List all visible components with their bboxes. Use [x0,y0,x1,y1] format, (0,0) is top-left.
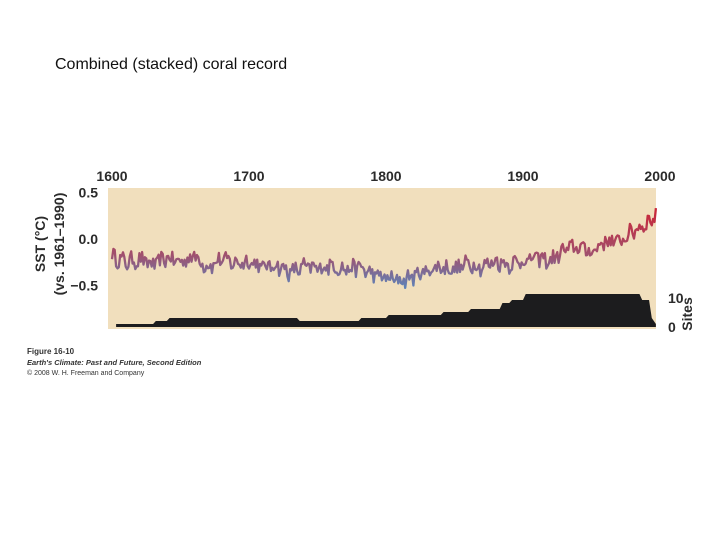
x-axis: 1600 1700 1800 1900 2000 [96,168,675,184]
slide-title: Combined (stacked) coral record [55,56,288,73]
y-axis: 0.5 0.0 −0.5 [70,185,98,294]
x-tick-label: 1900 [507,168,538,184]
y-axis-label-line: (vs. 1961–1990) [51,193,67,296]
x-tick-label: 1600 [96,168,127,184]
sites-histogram [116,294,656,327]
y-tick-label: 0.0 [79,231,99,247]
figure-number: Figure 16-10 [27,347,75,356]
figure-caption: Figure 16-10 Earth's Climate: Past and F… [27,346,201,379]
sites-axis: 10 0 Sites [668,290,695,335]
sites-tick-label: 10 [668,290,684,306]
sites-axis-label: Sites [679,297,695,331]
sst-series [110,207,658,290]
y-axis-label: SST (°C) (vs. 1961–1990) [32,193,67,296]
y-tick-label: −0.5 [70,278,98,294]
copyright: © 2008 W. H. Freeman and Company [27,370,145,377]
sst-line [110,207,658,290]
x-tick-label: 2000 [644,168,675,184]
sites-tick-label: 0 [668,319,676,335]
y-tick-label: 0.5 [79,185,99,201]
y-axis-label-line: SST (°C) [32,216,48,272]
x-tick-label: 1800 [370,168,401,184]
x-tick-label: 1700 [233,168,264,184]
book-title: Earth's Climate: Past and Future, Second… [27,358,202,367]
sites-area [116,294,656,327]
